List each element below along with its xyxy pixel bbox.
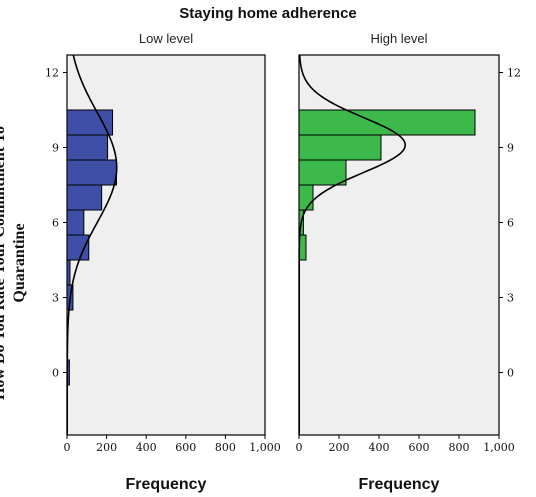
panel-label: High level	[370, 31, 427, 46]
y-tick-label: 0	[52, 367, 59, 380]
y-tick-label: 9	[52, 142, 59, 155]
histogram-bar	[66, 209, 85, 236]
y-tick-label: 3	[507, 292, 514, 305]
histogram-bar	[66, 134, 109, 161]
y-tick-label: 9	[507, 142, 514, 155]
y-tick-label: 0	[507, 367, 514, 380]
histogram-bar	[66, 259, 71, 286]
histogram-bar	[66, 234, 90, 261]
x-tick-label: 0	[64, 441, 71, 454]
x-axis-label: Frequency	[126, 476, 207, 493]
y-axis-label-line-1: How Do You Rate Your Commitment To	[0, 126, 8, 400]
histogram-bar	[66, 184, 103, 211]
panel-label: Low level	[139, 31, 193, 46]
x-axis-label: Frequency	[359, 476, 440, 493]
histogram-bar	[298, 109, 476, 136]
x-tick-label: 1,000	[249, 441, 281, 454]
x-tick-label: 600	[175, 441, 196, 454]
x-tick-label: 400	[369, 441, 390, 454]
histogram-bar	[66, 109, 114, 136]
histogram-bar	[66, 159, 117, 186]
x-tick-label: 800	[449, 441, 470, 454]
y-tick-label: 12	[45, 67, 59, 80]
x-tick-label: 0	[296, 441, 303, 454]
histogram-bar	[298, 134, 382, 161]
x-tick-label: 600	[409, 441, 430, 454]
x-tick-label: 400	[136, 441, 157, 454]
y-tick-label: 12	[507, 67, 521, 80]
x-tick-label: 200	[96, 441, 117, 454]
histogram-bar	[298, 184, 314, 211]
normal-curve	[298, 54, 407, 435]
x-tick-label: 200	[329, 441, 350, 454]
y-tick-label: 3	[52, 292, 59, 305]
x-tick-label: 800	[215, 441, 236, 454]
y-tick-label: 6	[52, 217, 59, 230]
y-axis-label: How Do You Rate Your Commitment ToQuaran…	[0, 126, 28, 400]
y-tick-label: 6	[507, 217, 514, 230]
chart-title: Staying home adherence	[179, 5, 357, 22]
y-axis-label-line-2: Quarantine	[11, 223, 28, 302]
x-tick-label: 1,000	[483, 441, 515, 454]
histogram-bar	[298, 159, 347, 186]
normal-curve	[66, 54, 118, 435]
